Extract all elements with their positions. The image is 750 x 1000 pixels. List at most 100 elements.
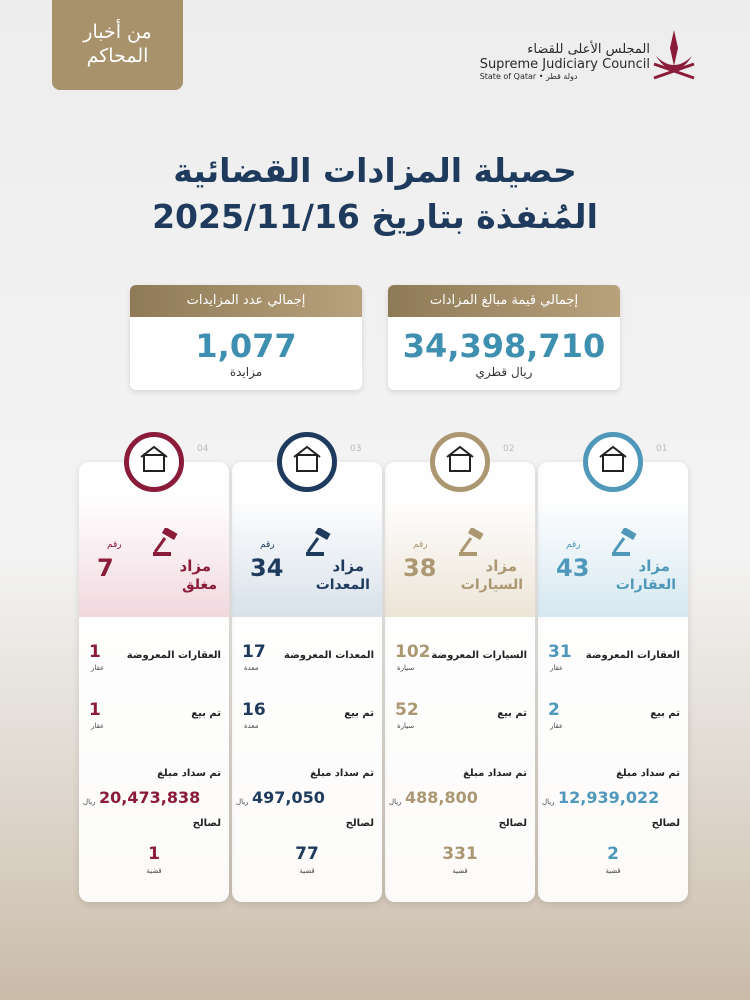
offered: 17 [242, 642, 266, 662]
card-band [232, 497, 382, 617]
auction-card: مزاد العقارات رقم 43 العقارات المعروضة 31 عقار… [538, 462, 688, 902]
logo-arabic: المجلس الأعلى للقضاء [527, 42, 650, 57]
auction-card: مزاد مغلق رقم 7 العقارات المعروضة 1 عقار تم بيع… [79, 462, 229, 902]
gavel [610, 526, 640, 562]
sold: 16 [242, 700, 266, 720]
count: 43 [556, 554, 590, 582]
rakm: رقم [107, 540, 122, 550]
gavel [304, 526, 334, 562]
title-line: المُنفذة بتاريخ 2025/11/16 [152, 197, 598, 236]
card-number: 03 [350, 444, 362, 454]
cases-unit: قضية [299, 867, 315, 875]
offered-unit: سيارة [397, 664, 415, 672]
sold: 52 [395, 700, 419, 720]
beneficiary: لصالح [345, 818, 374, 829]
auction-card: مزاد المعدات رقم 34 المعدات المعروضة 17 معدة تم… [232, 462, 382, 902]
title-line: المعدات [315, 577, 370, 593]
total-label: إجمالي عدد المزايدات [130, 285, 362, 317]
cases: 77 [295, 844, 319, 864]
title: حصيلة المزادات القضائية المُنفذة بتاريخ … [0, 148, 750, 240]
logo-text: المجلس الأعلى للقضاء Supreme Judiciary C… [480, 42, 650, 81]
currency: ريال [542, 798, 555, 806]
news-badge: من أخبار المحاكم [52, 0, 183, 90]
sold-label: تم بيع [650, 708, 680, 719]
rakm: رقم [260, 540, 275, 550]
offered-unit: عقار [550, 664, 564, 672]
title-line: السيارات [460, 577, 523, 593]
card-band [385, 497, 535, 617]
icon-circle [430, 432, 490, 492]
icon-circle [583, 432, 643, 492]
offered: 102 [395, 642, 431, 662]
title-line: مزاد [638, 557, 670, 575]
total-value: 34,398,710 [402, 327, 606, 365]
sold-unit: معدة [244, 722, 259, 730]
icon [140, 445, 168, 472]
count: 34 [250, 554, 284, 582]
badge-line: من أخبار [83, 21, 152, 43]
sold-unit: عقار [91, 722, 105, 730]
rakm: رقم [413, 540, 428, 550]
offered-unit: عقار [91, 664, 105, 672]
title-line: مغلق [182, 577, 217, 593]
cases: 331 [442, 844, 478, 864]
card-band [538, 497, 688, 617]
currency: ريال [236, 798, 249, 806]
currency: ريال [389, 798, 402, 806]
sold-label: تم بيع [497, 708, 527, 719]
cases-unit: قضية [452, 867, 468, 875]
total-box: إجمالي قيمة مبالغ المزادات 34,398,710 ري… [388, 285, 620, 390]
auction-card: مزاد السيارات رقم 38 السيارات المعروضة 102 سيا… [385, 462, 535, 902]
gavel-icon [306, 526, 331, 556]
gavel-icon [153, 526, 178, 556]
emblem [653, 30, 695, 80]
sold-unit: عقار [550, 722, 564, 730]
offered-label: المعدات المعروضة [284, 650, 374, 661]
icon-circle [277, 432, 337, 492]
cases: 2 [607, 844, 619, 864]
gavel [151, 526, 181, 562]
paid: 488,800 [405, 788, 478, 807]
title-line: حصيلة المزادات القضائية [173, 151, 577, 190]
logo-english: Supreme Judiciary Council [479, 57, 650, 72]
paid: 497,050 [252, 788, 325, 807]
offered: 31 [548, 642, 572, 662]
sold: 2 [548, 700, 560, 720]
count: 7 [97, 554, 114, 582]
icon [599, 445, 627, 472]
total-box: إجمالي عدد المزايدات 1,077 مزايدة [130, 285, 362, 390]
total-label: إجمالي قيمة مبالغ المزادات [388, 285, 620, 317]
card-band [79, 497, 229, 617]
total-unit: ريال قطري [475, 365, 533, 379]
paid-label: تم سداد مبلغ [157, 768, 221, 779]
beneficiary: لصالح [192, 818, 221, 829]
icon [446, 445, 474, 472]
title-line: مزاد [485, 557, 517, 575]
total-value: 1,077 [195, 327, 297, 365]
paid: 12,939,022 [558, 788, 660, 807]
count: 38 [403, 554, 437, 582]
gavel-icon [459, 526, 484, 556]
cases: 1 [148, 844, 160, 864]
gavel-icon [612, 526, 637, 556]
paid-label: تم سداد مبلغ [616, 768, 680, 779]
offered: 1 [89, 642, 101, 662]
offered-unit: معدة [244, 664, 259, 672]
beneficiary: لصالح [651, 818, 680, 829]
icon-circle [124, 432, 184, 492]
sold: 1 [89, 700, 101, 720]
title-line: مزاد [332, 557, 364, 575]
gavel [457, 526, 487, 562]
cases-unit: قضية [605, 867, 621, 875]
sold-unit: سيارة [397, 722, 415, 730]
cases-unit: قضية [146, 867, 162, 875]
card-number: 01 [656, 444, 668, 454]
title-line: العقارات [615, 577, 676, 593]
card-number: 02 [503, 444, 515, 454]
rakm: رقم [566, 540, 581, 550]
offered-label: السيارات المعروضة [431, 650, 527, 661]
offered-label: العقارات المعروضة [585, 650, 680, 661]
sold-label: تم بيع [344, 708, 374, 719]
offered-label: العقارات المعروضة [126, 650, 221, 661]
